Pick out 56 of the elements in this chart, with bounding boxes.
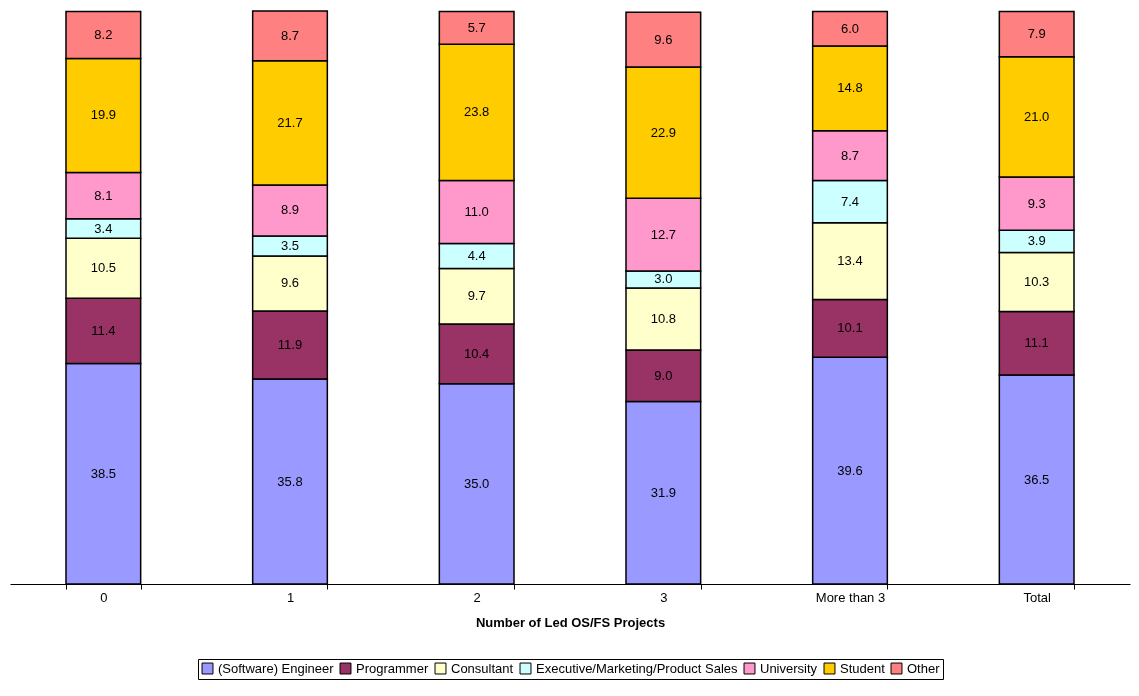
x-tick-label: 1 (286, 589, 295, 605)
data-label: 12.7 (650, 226, 676, 242)
data-label: 14.8 (837, 80, 863, 96)
legend-label: Other (907, 660, 941, 676)
data-label: 3.5 (280, 237, 300, 253)
legend-label: Programmer (356, 660, 429, 676)
legend-label: University (760, 660, 818, 676)
data-label: 10.1 (837, 320, 863, 336)
data-label: 21.7 (277, 114, 303, 130)
data-label: 8.7 (840, 147, 860, 163)
data-label: 3.9 (1027, 233, 1046, 249)
data-label: 11.9 (277, 337, 303, 353)
data-label: 4.4 (467, 248, 486, 263)
data-label: 9.6 (654, 31, 673, 47)
legend-label: Student (840, 660, 886, 676)
data-label: 8.2 (94, 27, 113, 43)
legend-label: Consultant (451, 660, 514, 676)
data-label: 21.0 (1024, 108, 1050, 124)
data-label: 11.1 (1024, 335, 1049, 351)
x-tick-label: More than 3 (815, 589, 886, 605)
data-label: 8.7 (280, 27, 300, 43)
data-label: 11.4 (91, 322, 116, 338)
data-label: 35.0 (464, 475, 490, 491)
data-label: 7.4 (840, 193, 860, 209)
data-label: 6.0 (840, 20, 860, 36)
x-tick-label: 0 (100, 589, 108, 605)
data-label: 38.5 (90, 465, 116, 481)
data-label: 36.5 (1024, 471, 1050, 487)
data-label: 9.3 (1027, 195, 1046, 211)
data-label: 10.4 (464, 345, 490, 361)
data-label: 31.9 (650, 484, 676, 500)
data-label: 9.0 (654, 367, 673, 383)
legend-label: Executive/Marketing/Product Sales (536, 660, 739, 676)
data-label: 39.6 (837, 462, 863, 478)
data-label: 5.7 (467, 19, 486, 35)
data-label: 8.1 (94, 187, 113, 203)
data-label: 7.9 (1027, 26, 1046, 42)
data-label: 3.4 (94, 220, 113, 236)
data-label: 9.7 (467, 288, 486, 304)
data-label: 11.0 (464, 203, 489, 219)
x-tick-label: Total (1023, 589, 1051, 605)
data-label: 19.9 (90, 107, 116, 123)
data-label: 10.5 (90, 260, 116, 276)
data-label: 9.6 (280, 275, 300, 291)
x-tick-label: 2 (473, 589, 481, 605)
data-label: 10.3 (1024, 274, 1050, 290)
data-label: 10.8 (650, 310, 676, 326)
data-label: 23.8 (464, 104, 490, 120)
data-label: 3.0 (654, 271, 673, 287)
x-axis-title: Number of Led OS/FS Projects (475, 614, 666, 630)
data-label: 22.9 (650, 124, 676, 140)
data-label: 35.8 (277, 473, 303, 489)
legend-label: (Software) Engineer (218, 660, 335, 676)
data-label: 8.9 (280, 202, 300, 218)
data-label: 13.4 (837, 253, 863, 269)
x-tick-label: 3 (660, 589, 668, 605)
